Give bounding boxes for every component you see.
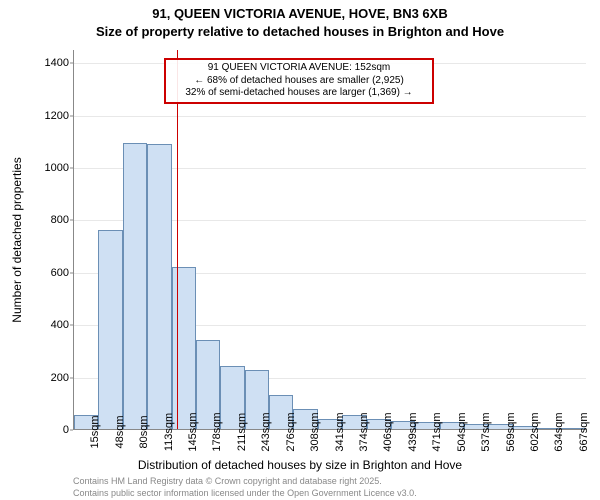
- x-tick-label: 537sqm: [480, 412, 492, 451]
- x-tick-label: 406sqm: [382, 412, 394, 451]
- y-tick-label: 800: [51, 214, 69, 226]
- callout-box: 91 QUEEN VICTORIA AVENUE: 152sqm ← 68% o…: [164, 58, 434, 104]
- x-tick-label: 667sqm: [578, 412, 590, 451]
- chart-container: 91, QUEEN VICTORIA AVENUE, HOVE, BN3 6XB…: [0, 0, 600, 500]
- x-tick-label: 145sqm: [187, 412, 199, 451]
- plot-area: 91 QUEEN VICTORIA AVENUE: 152sqm ← 68% o…: [73, 50, 586, 430]
- x-tick-label: 243sqm: [260, 412, 272, 451]
- y-tick-label: 1200: [45, 110, 69, 122]
- x-tick-label: 569sqm: [505, 412, 517, 451]
- bars: [74, 50, 586, 429]
- footer-line2: Contains public sector information licen…: [73, 488, 417, 498]
- x-tick-label: 471sqm: [431, 412, 443, 451]
- marker-line: [177, 50, 178, 429]
- x-tick-label: 113sqm: [163, 413, 175, 451]
- bar: [123, 143, 147, 429]
- title-line1: 91, QUEEN VICTORIA AVENUE, HOVE, BN3 6XB: [0, 6, 600, 21]
- x-tick-label: 308sqm: [309, 412, 321, 451]
- title-line2: Size of property relative to detached ho…: [0, 24, 600, 39]
- y-tick-label: 1000: [45, 162, 69, 174]
- x-tick-label: 48sqm: [114, 415, 126, 448]
- x-tick-label: 211sqm: [236, 413, 248, 451]
- callout-line1: 91 QUEEN VICTORIA AVENUE: 152sqm: [170, 62, 428, 75]
- footer-line1: Contains HM Land Registry data © Crown c…: [73, 476, 382, 486]
- callout-line2: ← 68% of detached houses are smaller (2,…: [170, 75, 428, 88]
- x-tick-label: 374sqm: [358, 412, 370, 451]
- y-tick-label: 600: [51, 267, 69, 279]
- x-tick-label: 634sqm: [553, 412, 565, 451]
- bar: [172, 267, 196, 429]
- x-tick-label: 80sqm: [138, 415, 150, 448]
- x-tick-label: 439sqm: [407, 412, 419, 451]
- y-axis-label: Number of detached properties: [10, 157, 24, 322]
- y-tick-label: 200: [51, 372, 69, 384]
- y-tick-label: 1400: [45, 57, 69, 69]
- x-tick-label: 341sqm: [334, 412, 346, 451]
- y-tick-label: 0: [63, 424, 69, 436]
- x-axis-label: Distribution of detached houses by size …: [0, 458, 600, 472]
- callout-line3: 32% of semi-detached houses are larger (…: [170, 87, 428, 100]
- x-tick-label: 276sqm: [285, 412, 297, 451]
- x-tick-label: 15sqm: [89, 415, 101, 448]
- bar: [98, 230, 122, 429]
- x-tick-label: 178sqm: [211, 412, 223, 451]
- bar: [147, 144, 171, 429]
- x-tick-label: 602sqm: [529, 412, 541, 451]
- y-tick-label: 400: [51, 319, 69, 331]
- x-tick-label: 504sqm: [456, 412, 468, 451]
